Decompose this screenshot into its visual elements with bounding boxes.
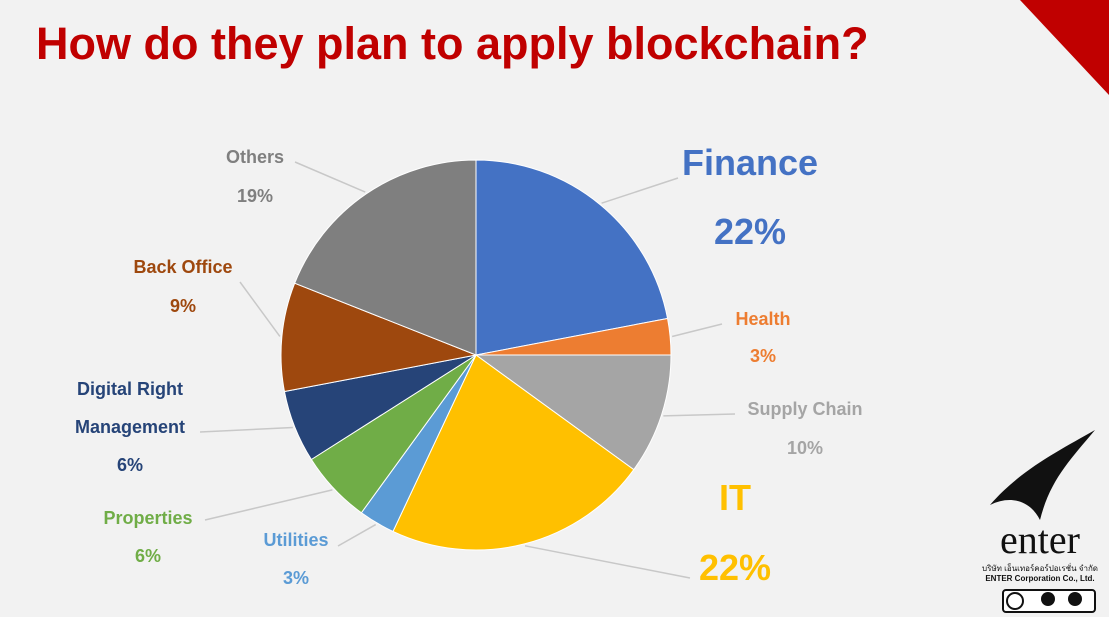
leader-line — [663, 413, 736, 417]
logo-mark — [990, 430, 1095, 520]
leader-line — [204, 489, 333, 521]
slice-value: 6% — [116, 455, 143, 475]
logo-company: ENTER Corporation Co., Ltd. — [985, 574, 1095, 583]
slice-name: Utilities — [263, 530, 329, 551]
pie-slice — [474, 354, 672, 471]
leader-line — [524, 545, 691, 579]
slice-value: 10% — [786, 438, 824, 458]
chart-title: How do they plan to apply blockchain? — [36, 18, 869, 69]
slice-value: 9% — [169, 296, 196, 316]
leader-line — [337, 523, 377, 547]
nc-icon — [1068, 592, 1082, 606]
slice-value: 19% — [236, 186, 274, 206]
slice-value: 6% — [134, 546, 161, 566]
slice-value: 22% — [713, 211, 787, 252]
leader-line — [239, 281, 281, 337]
logo-name: enter — [1000, 517, 1080, 562]
corner-triangle — [1020, 0, 1109, 95]
slice-name: Back Office — [133, 257, 233, 278]
slice-value: 3% — [282, 568, 309, 588]
logo-thai: บริษัท เอ็นเทอร์คอร์ปอเรชั่น จำกัด — [982, 564, 1098, 573]
pie-slice — [280, 282, 478, 393]
slice-name: Finance — [681, 142, 819, 184]
slice-value: 3% — [749, 346, 776, 366]
slice-name: Digital Right Management — [74, 379, 186, 437]
slice-name: IT — [719, 477, 751, 519]
slice-value: 22% — [698, 547, 772, 588]
slice-name: Supply Chain — [747, 399, 863, 420]
cc-icon — [1006, 592, 1024, 610]
slice-name: Others — [225, 147, 285, 168]
leader-line — [671, 323, 723, 338]
leader-line — [199, 426, 293, 433]
by-icon — [1041, 592, 1055, 606]
leader-line — [294, 161, 366, 193]
slice-name: Health — [735, 309, 791, 330]
leader-line — [601, 177, 679, 204]
pie-slice — [294, 159, 477, 356]
slice-name: Properties — [103, 508, 193, 529]
pie-slice — [475, 159, 669, 356]
